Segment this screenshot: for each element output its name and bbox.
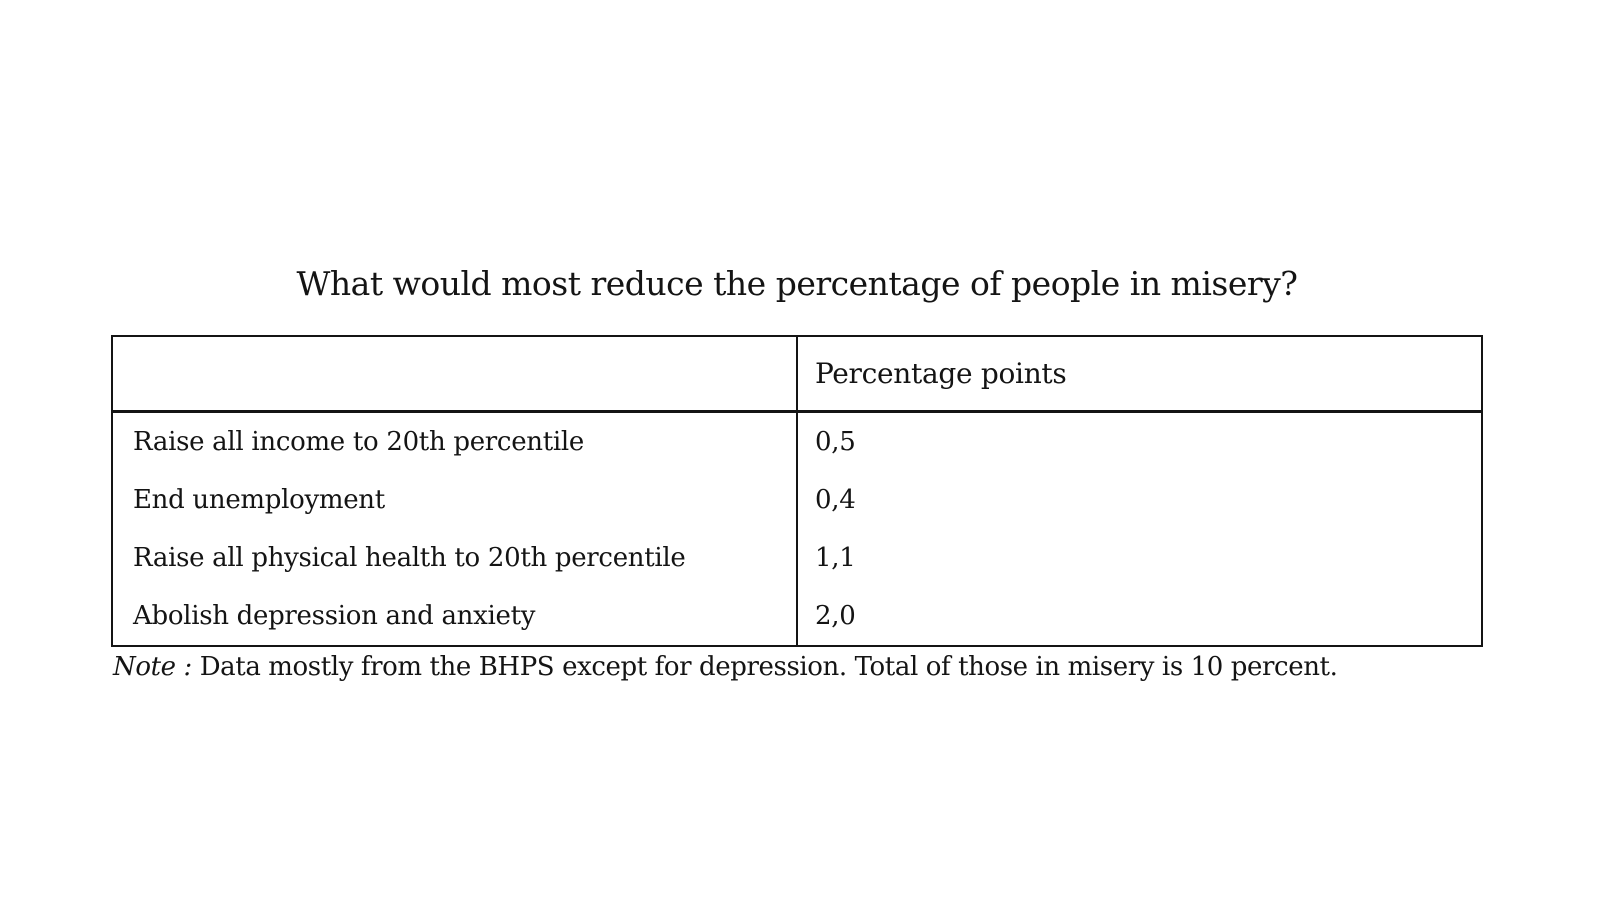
row-label-raise-physical-health: Raise all physical health to 20th percen…	[113, 529, 798, 587]
header-cell-empty	[113, 337, 798, 410]
row-value-abolish-depression: 2,0	[815, 601, 856, 631]
table-row: Raise all physical health to 20th percen…	[113, 529, 1481, 587]
table-header-row: Percentage points	[113, 337, 1481, 413]
header-cell-percentage-points: Percentage points	[815, 357, 1067, 390]
figure-title: What would most reduce the percentage of…	[296, 264, 1298, 303]
row-label-end-unemployment: End unemployment	[113, 471, 798, 529]
row-label-raise-income: Raise all income to 20th percentile	[113, 413, 798, 471]
row-label-abolish-depression: Abolish depression and anxiety	[113, 587, 798, 645]
note-text: Data mostly from the BHPS except for dep…	[199, 652, 1338, 682]
data-table: Percentage points Raise all income to 20…	[111, 335, 1483, 647]
table-row: End unemployment 0,4	[113, 471, 1481, 529]
table-row: Raise all income to 20th percentile 0,5	[113, 413, 1481, 471]
row-value-raise-income: 0,5	[815, 427, 856, 457]
row-value-raise-physical-health: 1,1	[815, 543, 856, 573]
note-label: Note :	[113, 652, 200, 682]
table-note: Note : Data mostly from the BHPS except …	[113, 652, 1338, 682]
table-row: Abolish depression and anxiety 2,0	[113, 587, 1481, 645]
row-value-end-unemployment: 0,4	[815, 485, 856, 515]
